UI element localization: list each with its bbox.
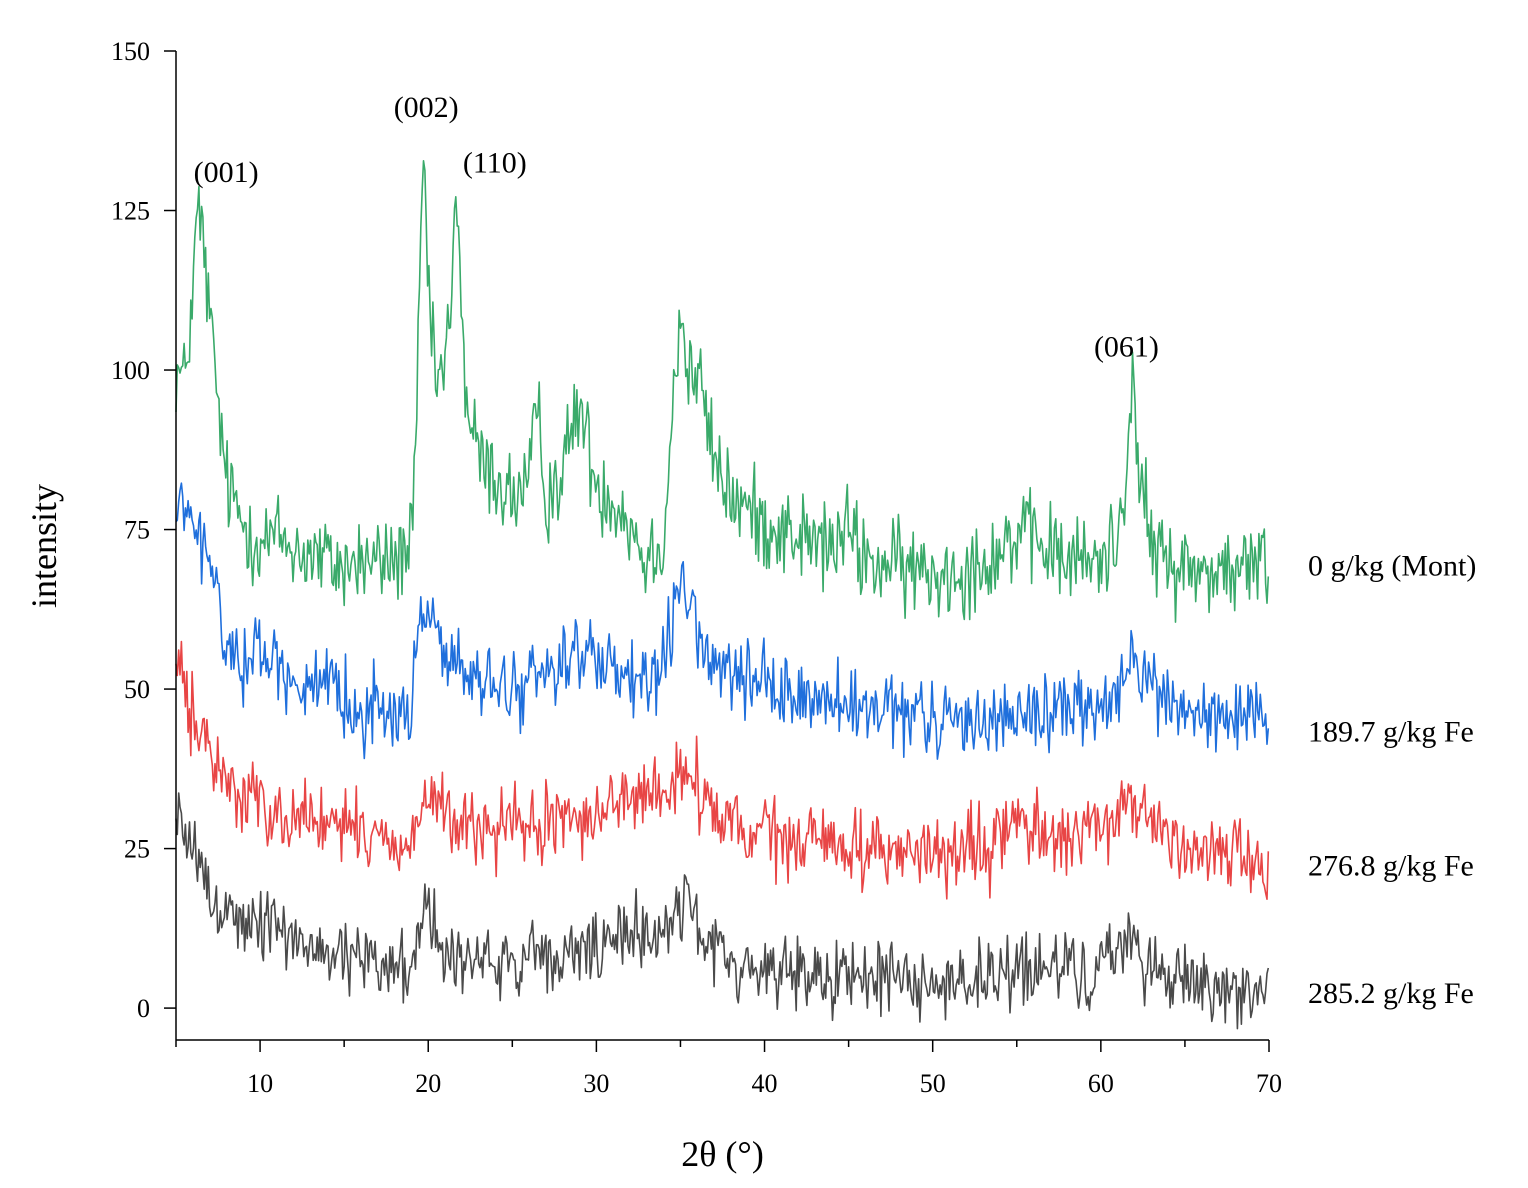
x-tick-label: 50 (920, 1069, 946, 1098)
series-label: 285.2 g/kg Fe (1308, 977, 1474, 1010)
series-label: 189.7 g/kg Fe (1308, 715, 1474, 748)
x-tick-label: 60 (1088, 1069, 1114, 1098)
y-tick-label: 150 (111, 37, 150, 66)
y-tick-label: 125 (111, 197, 150, 226)
series-label: 0 g/kg (Mont) (1308, 549, 1476, 582)
x-tick-label: 20 (415, 1069, 441, 1098)
peak-label: (061) (1094, 330, 1159, 363)
axes-layer (175, 51, 1269, 1041)
y-ticks: 0 25 50 75 100 125 150 (111, 37, 176, 1023)
series-line (175, 640, 1270, 900)
y-tick-label: 25 (124, 835, 150, 864)
peak-annotations: (001) (002)(110) (061) (194, 91, 1159, 363)
y-tick-label: 100 (111, 356, 150, 385)
series-line (175, 482, 1270, 760)
x-tick-label: 70 (1256, 1069, 1282, 1098)
series-line (175, 160, 1270, 623)
x-ticks: 10 20 30 40 50 60 70 (175, 1040, 1282, 1098)
series-labels: 0 g/kg (Mont) 189.7 g/kg Fe 276.8 g/kg Fe 2… (1308, 549, 1476, 1010)
y-tick-label: 75 (124, 516, 150, 545)
x-tick-label: 30 (583, 1069, 609, 1098)
x-tick-label: 40 (752, 1069, 778, 1098)
peak-label: (002) (394, 91, 459, 124)
y-tick-label: 50 (124, 675, 150, 704)
series-layer (175, 160, 1270, 1030)
series-line (175, 792, 1270, 1030)
peak-label: (001) (194, 156, 259, 189)
series-label: 276.8 g/kg Fe (1308, 849, 1474, 882)
x-axis-title: 2θ (°) (681, 1134, 764, 1174)
x-tick-label: 10 (247, 1069, 273, 1098)
peak-label: (110) (463, 147, 527, 180)
y-tick-label: 0 (137, 994, 150, 1023)
y-axis-title: intensity (24, 484, 64, 608)
